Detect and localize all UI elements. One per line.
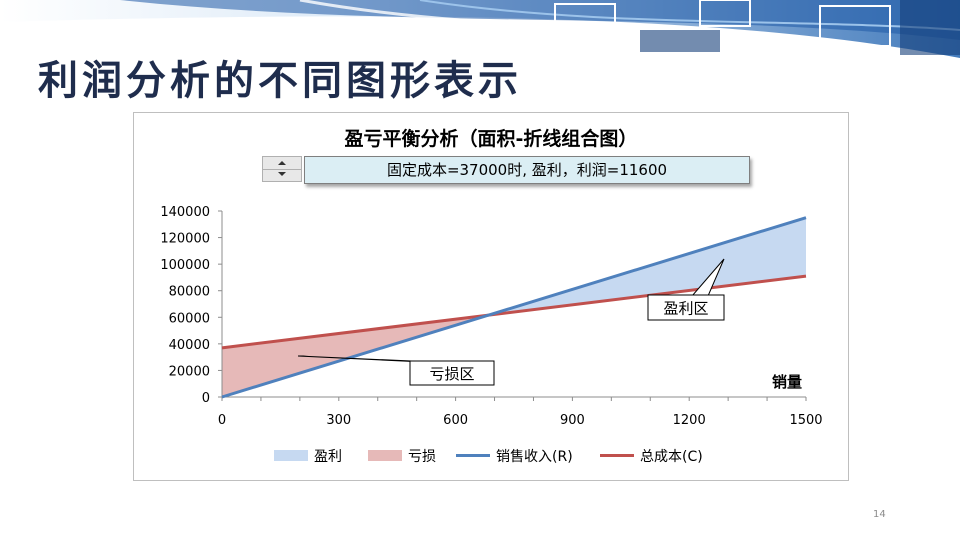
x-tick-label: 1200 [673,413,706,428]
x-tick-label: 1500 [789,413,822,428]
loss-region-callout-mask [411,362,493,374]
legend-label-revenue: 销售收入(R) [496,449,573,465]
legend-label-loss: 亏损 [408,449,436,465]
x-tick-label: 900 [560,413,585,428]
y-tick-label: 0 [202,391,210,406]
y-tick-label: 40000 [169,338,210,353]
loss-region-callout-label: 亏损区 [429,365,474,383]
profit-region-callout-mask [649,296,723,308]
legend-label-profit: 盈利 [314,449,342,465]
slide-title: 利润分析的不同图形表示 [38,57,522,104]
legend-swatch-loss [368,450,402,461]
chart-frame: 0 20000 40000 60000 80000 100000 120000 140000 0… [133,112,849,481]
profit-status-box: 固定成本=37000时, 盈利，利润=11600 [304,156,750,184]
revenue-line [221,216,807,399]
legend-label-total-cost: 总成本(C) [640,449,703,465]
legend-swatch-total-cost [600,454,634,457]
y-tick-label: 80000 [169,285,210,300]
legend-swatch-profit [274,450,308,461]
x-tick-label: 300 [326,413,351,428]
spinner-down-arrow-icon[interactable] [263,169,301,181]
break-even-chart: 0 20000 40000 60000 80000 100000 120000 140000 0… [160,205,822,428]
y-tick-label: 20000 [169,364,210,379]
y-tick-label: 140000 [160,205,210,220]
y-tick-label: 60000 [169,311,210,326]
spinner-up-arrow-icon[interactable] [263,157,301,170]
header-banner [0,0,960,62]
legend-swatch-revenue [456,454,490,457]
slide-number: 14 [873,509,886,520]
y-tick-label: 100000 [160,258,210,273]
x-tick-label: 600 [443,413,468,428]
x-tick-label: 0 [218,413,226,428]
chart-title: 盈亏平衡分析（面积-折线组合图） [344,128,638,150]
y-tick-label: 120000 [160,232,210,247]
x-axis-label: 销量 [772,373,802,391]
profit-region-callout-label: 盈利区 [663,300,708,318]
fixed-cost-spinner[interactable] [262,156,302,182]
